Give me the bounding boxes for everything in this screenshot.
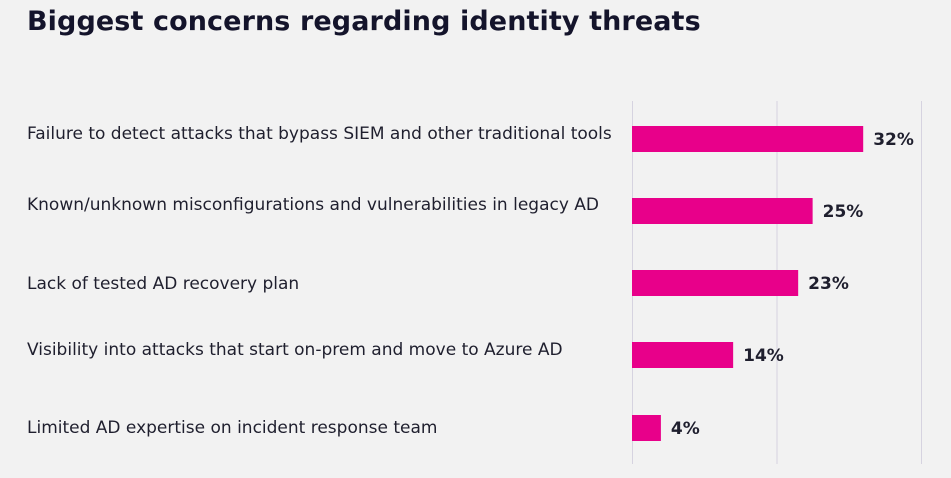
bar	[632, 415, 661, 441]
bar	[632, 342, 734, 368]
bar	[632, 198, 813, 224]
data-label: 25%	[823, 202, 864, 222]
data-label: 32%	[873, 130, 914, 150]
category-label: Failure to detect attacks that bypass SI…	[27, 124, 612, 144]
data-label: 4%	[671, 419, 700, 439]
bar	[632, 270, 799, 296]
data-label: 14%	[743, 346, 784, 366]
data-label: 23%	[808, 274, 849, 294]
category-label: Visibility into attacks that start on-pr…	[27, 340, 563, 360]
category-label: Known/unknown misconfigurations and vuln…	[27, 195, 600, 215]
bar	[632, 126, 864, 152]
chart-title: Biggest concerns regarding identity thre…	[27, 6, 701, 37]
category-label: Limited AD expertise on incident respons…	[27, 418, 438, 438]
category-label: Lack of tested AD recovery plan	[27, 274, 300, 294]
